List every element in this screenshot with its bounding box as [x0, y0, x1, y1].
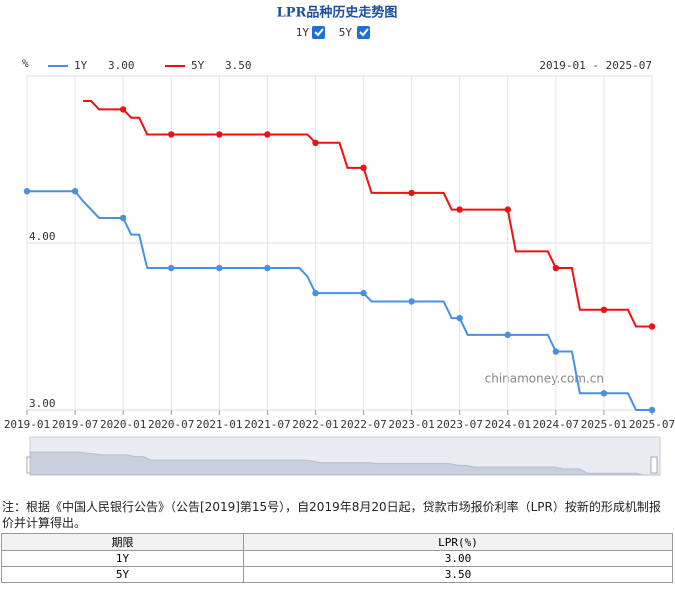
point [408, 189, 415, 197]
navigator-area [29, 451, 660, 476]
point [23, 188, 31, 195]
x-tick-label: 2020-01 [100, 418, 146, 431]
legend-label: 5Y [191, 59, 205, 72]
x-tick-label: 2020-07 [148, 418, 194, 431]
point [600, 390, 608, 397]
x-tick-label: 2024-01 [485, 418, 531, 431]
x-tick-label: 2025-01 [581, 418, 627, 431]
x-tick-label: 2023-07 [437, 418, 483, 431]
point [408, 298, 415, 305]
header-cell: 期限 [0, 533, 245, 551]
x-tick-label: 2023-01 [388, 418, 434, 431]
lpr-table: 期限 LPR(%) 1Y 3.00 5Y 3.50 [0, 533, 673, 583]
cell: 1Y [0, 550, 245, 567]
check [314, 28, 324, 37]
point [456, 314, 463, 322]
checkbox[interactable] [357, 26, 370, 39]
point [600, 306, 608, 313]
legend-value: 3.00 [108, 59, 135, 72]
y-unit: % [22, 57, 29, 70]
point [264, 131, 271, 138]
legend-value: 3.50 [225, 59, 252, 72]
point [504, 206, 511, 213]
point [360, 289, 367, 297]
point [71, 188, 79, 195]
cell: 3.00 [243, 550, 673, 567]
chart: LPR品种历史走势图 1Y 5Y % 1Y 3.00 5Y 3.50 2019-… [4, 5, 675, 476]
x-tick-label: 2025-07 [629, 418, 675, 431]
point [456, 206, 463, 213]
x-tick-label: 2021-01 [196, 418, 242, 431]
line [27, 190, 652, 411]
point [312, 139, 319, 146]
point [552, 264, 560, 272]
point [552, 348, 560, 355]
x-tick-label: 2024-07 [533, 418, 579, 431]
point [648, 323, 656, 330]
point [360, 164, 367, 172]
point [264, 264, 271, 272]
checkbox[interactable] [312, 26, 325, 39]
x-tick-label: 2022-01 [292, 418, 338, 431]
point [119, 214, 127, 222]
watermark: chinamoney.com.cn [485, 372, 604, 386]
point [168, 131, 175, 138]
legend-label: 1Y [74, 59, 88, 72]
x-tick-label: 2019-01 [4, 418, 50, 431]
y-tick-label: 4.00 [29, 230, 56, 243]
cell: 3.50 [243, 566, 673, 583]
point [216, 264, 223, 272]
x-tick-label: 2019-07 [52, 418, 98, 431]
point [168, 264, 175, 272]
point [216, 131, 223, 138]
y-tick-label: 3.00 [29, 397, 56, 410]
x-tick-label: 2021-07 [244, 418, 290, 431]
header-cell: LPR(%) [243, 533, 673, 551]
note: 注：根据《中国人民银行公告》（公告[2019]第15号），自2019年8月20日… [2, 500, 661, 530]
date-range: 2019-01 - 2025-07 [539, 59, 652, 72]
point [312, 289, 319, 297]
point [648, 406, 656, 414]
nav-handle[interactable] [650, 456, 658, 474]
check [359, 28, 369, 37]
cell: 5Y [0, 566, 245, 583]
point [504, 331, 511, 339]
x-tick-label: 2022-07 [340, 418, 386, 431]
toggle-label: 1Y [296, 26, 310, 39]
point [119, 106, 127, 113]
toggle-label: 5Y [339, 26, 353, 39]
chart-title: LPR品种历史走势图 [277, 5, 398, 21]
